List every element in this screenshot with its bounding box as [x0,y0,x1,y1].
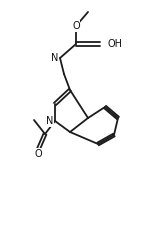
Text: O: O [34,149,42,159]
Text: OH: OH [108,39,123,49]
Text: O: O [72,21,80,31]
Text: N: N [51,53,58,63]
Text: N: N [46,116,53,126]
